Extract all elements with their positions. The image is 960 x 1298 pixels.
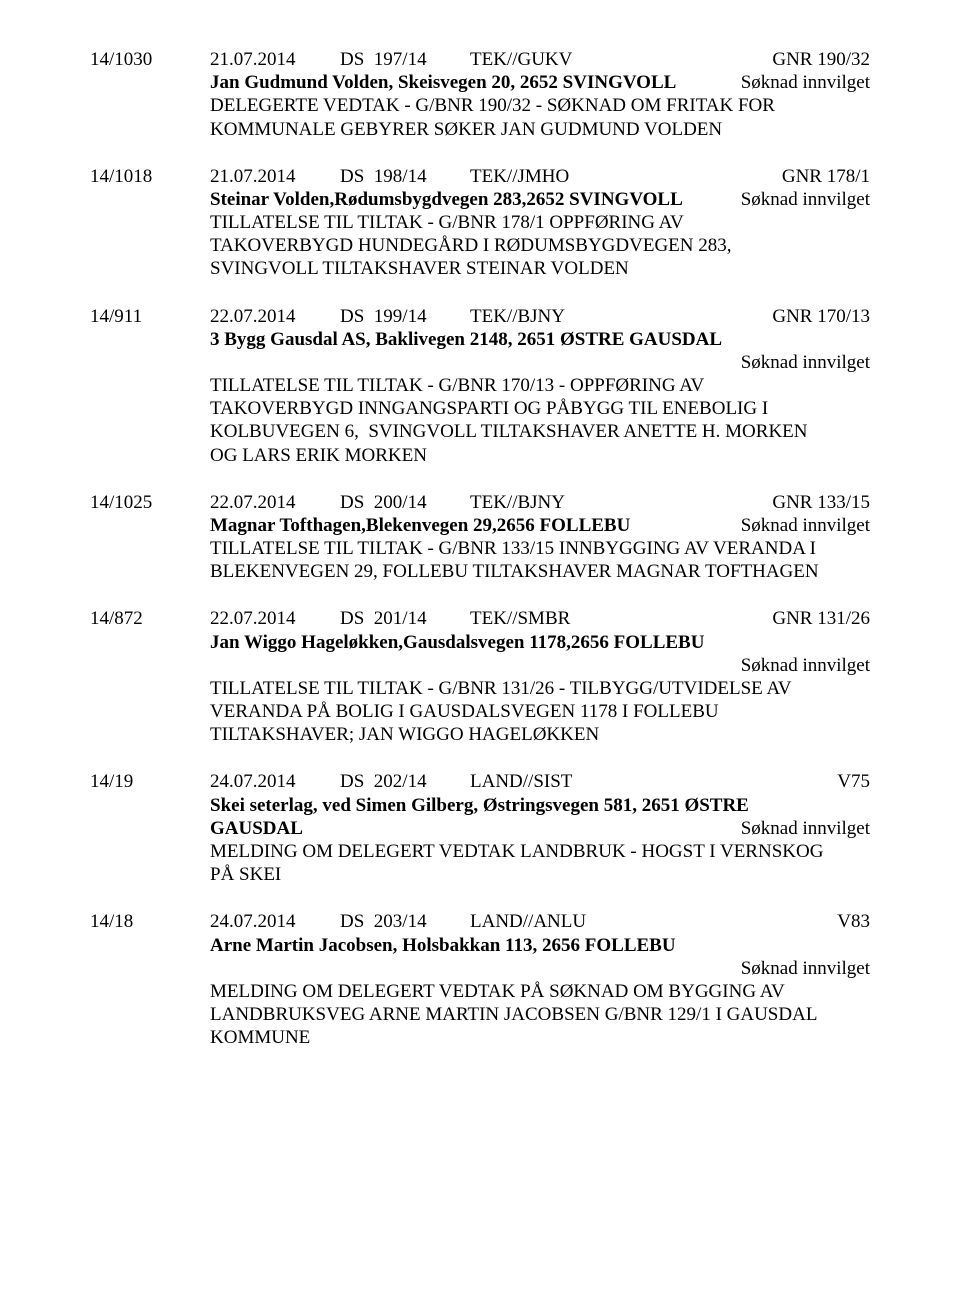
- case-entry: 14/87222.07.2014DS 201/14TEK//SMBRGNR 13…: [90, 607, 870, 746]
- gnr-reference: GNR 133/15: [650, 491, 870, 514]
- department-code: TEK//BJNY: [470, 491, 650, 514]
- document-number: DS 199/14: [340, 305, 470, 328]
- application-status: Søknad innvilget: [731, 514, 870, 537]
- entry-description: TILLATELSE TIL TILTAK - G/BNR 131/26 - T…: [210, 677, 870, 747]
- entry-header-line: 14/87222.07.2014DS 201/14TEK//SMBRGNR 13…: [90, 607, 870, 630]
- entry-header-line: 14/1924.07.2014DS 202/14LAND//SISTV75: [90, 770, 870, 793]
- department-code: TEK//GUKV: [470, 48, 650, 71]
- application-status: Søknad innvilget: [741, 655, 870, 676]
- entry-description: TILLATELSE TIL TILTAK - G/BNR 170/13 - O…: [210, 374, 870, 467]
- entry-description: DELEGERTE VEDTAK - G/BNR 190/32 - SØKNAD…: [210, 94, 870, 140]
- entry-description: MELDING OM DELEGERT VEDTAK PÅ SØKNAD OM …: [210, 980, 870, 1050]
- gnr-reference: GNR 178/1: [650, 165, 870, 188]
- applicant-name: Arne Martin Jacobsen, Holsbakkan 113, 26…: [210, 934, 676, 957]
- case-entry: 14/91122.07.2014DS 199/14TEK//BJNYGNR 17…: [90, 305, 870, 467]
- gnr-reference: GNR 170/13: [650, 305, 870, 328]
- applicant-name: Skei seterlag, ved Simen Gilberg, Østrin…: [210, 794, 749, 817]
- entry-date: 24.07.2014: [210, 770, 340, 793]
- case-number: 14/19: [90, 770, 210, 793]
- entry-header-line: 14/91122.07.2014DS 199/14TEK//BJNYGNR 17…: [90, 305, 870, 328]
- document-number: DS 197/14: [340, 48, 470, 71]
- case-number: 14/18: [90, 910, 210, 933]
- gnr-reference: GNR 131/26: [650, 607, 870, 630]
- applicant-name: Steinar Volden,Rødumsbygdvegen 283,2652 …: [210, 188, 683, 211]
- department-code: TEK//JMHO: [470, 165, 650, 188]
- entry-date: 21.07.2014: [210, 165, 340, 188]
- case-number: 14/1030: [90, 48, 210, 71]
- entry-description: MELDING OM DELEGERT VEDTAK LANDBRUK - HO…: [210, 840, 870, 886]
- entry-date: 24.07.2014: [210, 910, 340, 933]
- entry-description: TILLATELSE TIL TILTAK - G/BNR 133/15 INN…: [210, 537, 870, 583]
- case-entry: 14/1824.07.2014DS 203/14LAND//ANLUV83Arn…: [90, 910, 870, 1049]
- department-code: TEK//BJNY: [470, 305, 650, 328]
- department-code: LAND//ANLU: [470, 910, 650, 933]
- entry-date: 22.07.2014: [210, 491, 340, 514]
- applicant-line: Arne Martin Jacobsen, Holsbakkan 113, 26…: [210, 934, 870, 957]
- application-status: Søknad innvilget: [731, 188, 870, 211]
- applicant-line: Magnar Tofthagen,Blekenvegen 29,2656 FOL…: [210, 514, 870, 537]
- entry-date: 21.07.2014: [210, 48, 340, 71]
- applicant-line: Skei seterlag, ved Simen Gilberg, Østrin…: [210, 794, 870, 817]
- applicant-line-2: GAUSDAL Søknad innvilget: [210, 817, 870, 840]
- applicant-line: Jan Gudmund Volden, Skeisvegen 20, 2652 …: [210, 71, 870, 94]
- department-code: LAND//SIST: [470, 770, 650, 793]
- document-number: DS 203/14: [340, 910, 470, 933]
- application-status: Søknad innvilget: [741, 352, 870, 373]
- applicant-line: Steinar Volden,Rødumsbygdvegen 283,2652 …: [210, 188, 870, 211]
- document-number: DS 201/14: [340, 607, 470, 630]
- application-status-line: Søknad innvilget: [210, 351, 870, 374]
- applicant-line: 3 Bygg Gausdal AS, Baklivegen 2148, 2651…: [210, 328, 870, 351]
- case-entry: 14/1924.07.2014DS 202/14LAND//SISTV75Ske…: [90, 770, 870, 886]
- entry-date: 22.07.2014: [210, 305, 340, 328]
- case-entry: 14/101821.07.2014DS 198/14TEK//JMHOGNR 1…: [90, 165, 870, 281]
- application-status-line: Søknad innvilget: [210, 654, 870, 677]
- application-status: Søknad innvilget: [741, 958, 870, 979]
- department-code: TEK//SMBR: [470, 607, 650, 630]
- entry-header-line: 14/103021.07.2014DS 197/14TEK//GUKVGNR 1…: [90, 48, 870, 71]
- entry-date: 22.07.2014: [210, 607, 340, 630]
- document-number: DS 202/14: [340, 770, 470, 793]
- applicant-name: Magnar Tofthagen,Blekenvegen 29,2656 FOL…: [210, 514, 630, 537]
- gnr-reference: V83: [650, 910, 870, 933]
- entry-header-line: 14/101821.07.2014DS 198/14TEK//JMHOGNR 1…: [90, 165, 870, 188]
- applicant-name: Jan Wiggo Hageløkken,Gausdalsvegen 1178,…: [210, 631, 704, 654]
- entry-header-line: 14/102522.07.2014DS 200/14TEK//BJNYGNR 1…: [90, 491, 870, 514]
- applicant-line: Jan Wiggo Hageløkken,Gausdalsvegen 1178,…: [210, 631, 870, 654]
- applicant-name: 3 Bygg Gausdal AS, Baklivegen 2148, 2651…: [210, 328, 722, 351]
- entry-header-line: 14/1824.07.2014DS 203/14LAND//ANLUV83: [90, 910, 870, 933]
- case-number: 14/911: [90, 305, 210, 328]
- document-number: DS 198/14: [340, 165, 470, 188]
- case-number: 14/1025: [90, 491, 210, 514]
- case-number: 14/872: [90, 607, 210, 630]
- case-number: 14/1018: [90, 165, 210, 188]
- application-status: Søknad innvilget: [741, 817, 870, 840]
- gnr-reference: GNR 190/32: [650, 48, 870, 71]
- gnr-reference: V75: [650, 770, 870, 793]
- document-number: DS 200/14: [340, 491, 470, 514]
- applicant-name-cont: GAUSDAL: [210, 817, 303, 840]
- case-entry: 14/102522.07.2014DS 200/14TEK//BJNYGNR 1…: [90, 491, 870, 584]
- entry-description: TILLATELSE TIL TILTAK - G/BNR 178/1 OPPF…: [210, 211, 870, 281]
- application-status: Søknad innvilget: [731, 71, 870, 94]
- case-entry: 14/103021.07.2014DS 197/14TEK//GUKVGNR 1…: [90, 48, 870, 141]
- document-page: 14/103021.07.2014DS 197/14TEK//GUKVGNR 1…: [0, 0, 960, 1121]
- applicant-name: Jan Gudmund Volden, Skeisvegen 20, 2652 …: [210, 71, 676, 94]
- application-status-line: Søknad innvilget: [210, 957, 870, 980]
